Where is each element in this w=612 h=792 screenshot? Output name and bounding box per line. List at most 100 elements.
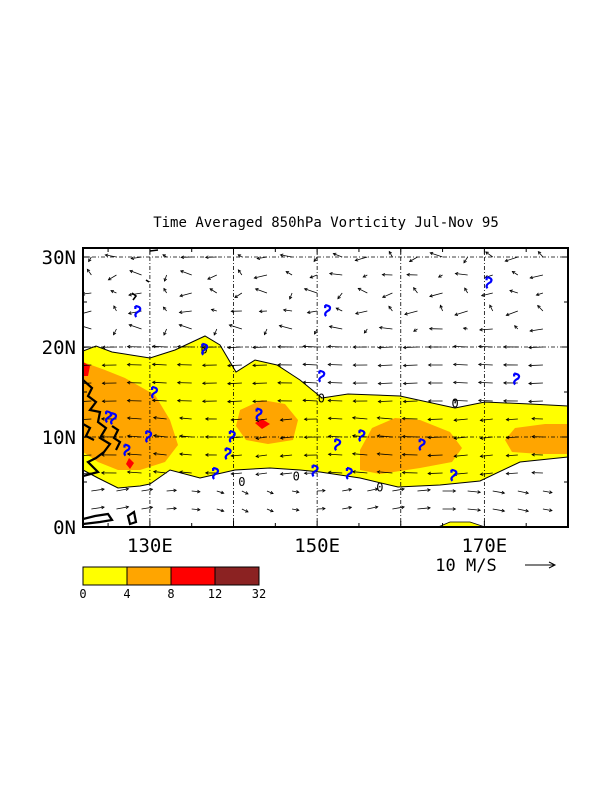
wind-vector [179, 435, 192, 438]
wind-vector-head [528, 381, 532, 386]
wind-vector-head [76, 472, 79, 475]
wind-vector-head [277, 381, 281, 385]
wind-vector [279, 325, 293, 330]
wind-vector-head [227, 399, 231, 404]
wind-vector [153, 471, 167, 474]
wind-vector [536, 292, 544, 296]
wind-vector [403, 382, 418, 384]
wind-vector [358, 288, 368, 294]
wind-vector-head [77, 364, 80, 367]
wind-vector [428, 436, 443, 438]
wind-vector-head [237, 254, 242, 258]
wind-vector-head [285, 271, 290, 275]
wind-vector-head [101, 505, 105, 510]
longitude-label: 150E [294, 535, 340, 557]
wind-vector-head [462, 326, 467, 331]
wind-vector-head [502, 363, 507, 367]
wind-vector [454, 418, 468, 421]
cyclone-marker-icon [201, 342, 209, 356]
wind-vector-head [163, 278, 168, 282]
wind-vector-head [427, 417, 431, 422]
wind-vector-head [402, 399, 407, 404]
wind-vector-head [151, 398, 156, 403]
coastline-philippines [83, 379, 122, 478]
wind-vector-head [279, 472, 284, 476]
wind-vector [403, 346, 418, 348]
colorbar-label: 12 [208, 587, 222, 601]
wind-vector-head [279, 418, 284, 422]
wind-vector [328, 417, 343, 420]
wind-vector-head [480, 293, 485, 297]
wind-vector [336, 307, 343, 312]
wind-vector-head [352, 363, 357, 367]
wind-vector [303, 381, 318, 384]
cyclone-marker-icon [324, 304, 332, 317]
wind-vector-head [149, 487, 154, 492]
wind-vector [179, 471, 192, 474]
wind-vector-head [453, 454, 458, 458]
wind-vector [480, 418, 493, 421]
wind-vector-head [277, 363, 281, 367]
wind-vector [328, 382, 343, 384]
wind-vector-head [125, 505, 130, 510]
wind-vector [453, 382, 468, 384]
wind-vector [153, 417, 167, 420]
wind-vector-head [86, 268, 91, 273]
wind-vector [378, 400, 393, 403]
wind-vector-head [210, 308, 215, 312]
wind-vector [237, 269, 243, 276]
wind-vector-head [452, 507, 457, 511]
wind-vector [355, 310, 368, 315]
wind-vector-head [477, 380, 482, 385]
wind-vector-head [79, 312, 82, 315]
wind-vector-head [303, 453, 308, 458]
wind-vector-head [327, 416, 332, 421]
wind-vector [91, 506, 105, 510]
wind-vector-head [477, 344, 482, 349]
wind-vector-head [278, 324, 283, 328]
wind-vector [304, 288, 318, 294]
wind-vector-head [113, 305, 117, 310]
wind-vector [485, 274, 493, 278]
wind-vector [216, 490, 224, 494]
wind-vector [505, 256, 518, 262]
wind-vector-head [254, 288, 259, 292]
vorticity-band-4-8-east1 [360, 418, 462, 474]
wind-vector-head [126, 398, 131, 403]
wind-vector [83, 400, 92, 402]
zero-contour-label: 0 [293, 470, 300, 484]
wind-vector [355, 256, 368, 261]
wind-vector [127, 417, 142, 420]
wind-vector [480, 436, 493, 439]
wind-vector-head [178, 323, 183, 328]
colorbar-swatch [82, 566, 128, 586]
wind-vector-head [401, 416, 406, 421]
wind-vector-head [376, 452, 381, 456]
wind-vector [83, 364, 92, 366]
wind-vector-head [128, 292, 132, 297]
wind-vector-head [335, 307, 340, 311]
wind-vector-head [402, 345, 407, 350]
wind-vector [367, 488, 378, 492]
wind-vector-head [505, 417, 510, 422]
wind-vector-head [531, 434, 535, 439]
wind-vector-head [227, 363, 231, 368]
wind-vector [480, 454, 493, 457]
wind-vector [255, 288, 268, 294]
wind-vector [179, 453, 192, 456]
wind-vector-head [277, 345, 281, 349]
wind-vector [166, 507, 177, 510]
wind-vector-head [302, 362, 307, 367]
wind-vector [478, 399, 493, 402]
vorticity-band-4-8-east2 [505, 424, 568, 454]
wind-vector [83, 310, 92, 314]
wind-vector [213, 328, 218, 336]
wind-vector [256, 454, 268, 457]
wind-vector [179, 310, 192, 313]
wind-vector [542, 490, 553, 494]
wind-vector-head [348, 488, 353, 492]
wind-vector [152, 345, 167, 348]
wind-vector [91, 488, 105, 492]
wind-vector [378, 346, 393, 349]
wind-vector-head [401, 452, 406, 457]
